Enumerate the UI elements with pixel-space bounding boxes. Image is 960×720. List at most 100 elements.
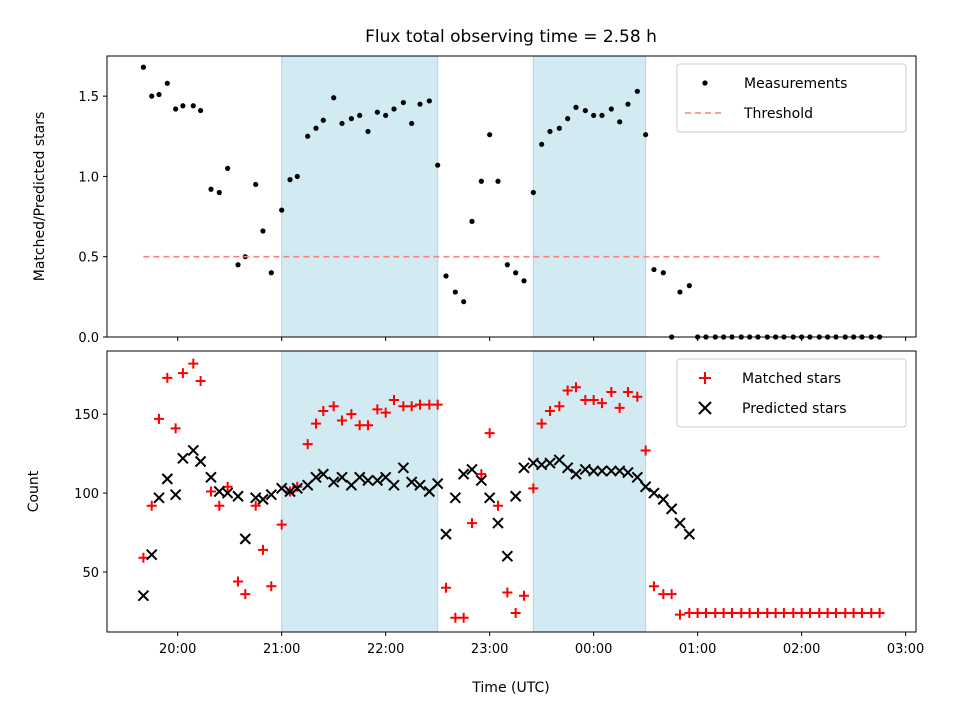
measurement-point [478,178,484,184]
observing-window-shade [281,55,439,338]
predicted-stars-point [639,481,652,493]
matched-stars-point [328,401,339,412]
x-tick-label: 21:00 [263,642,300,657]
measurement-point [305,133,311,139]
matched-stars-point [406,401,417,412]
measurement-point [565,116,571,122]
matched-stars-point [536,418,547,429]
matched-stars-point [640,445,651,456]
measurement-point [279,207,285,213]
legend-box [676,358,907,428]
matched-stars-point [502,587,513,598]
legend-measurement-swatch [702,80,708,86]
matched-stars-point [414,399,425,410]
predicted-stars-point [169,488,182,501]
measurement-point [216,189,222,196]
predicted-stars-point [544,457,556,469]
matched-stars-point [162,372,173,383]
matched-stars-point [146,500,157,511]
matched-stars-point [484,428,495,439]
measurement-point [582,107,588,114]
matched-stars-point [510,608,521,619]
bottom-panel: 50 100 150 20:00 21:00 22:00 23:00 00:00 01:00 02… [26,350,924,657]
matched-stars-point [432,399,443,410]
predicted-stars-point [187,444,200,457]
x-tick-label: 02:00 [783,642,820,657]
y-axis-label: Matched/Predicted stars [32,112,48,282]
matched-stars-point [874,608,885,619]
predicted-stars-point [388,479,400,491]
matched-stars-point [318,405,329,416]
predicted-stars-point [310,471,322,483]
measurement-point [268,270,274,276]
predicted-stars-point [622,466,634,479]
predicted-stars-point [405,476,418,488]
measurement-point [235,262,241,268]
measurement-point [140,64,146,70]
measurement-point [677,289,683,295]
matched-stars-point [153,413,164,424]
observing-window-shade [532,350,647,633]
predicted-stars-point [587,465,600,477]
matched-stars-point [205,486,216,497]
legend-label: Predicted stars [742,401,847,417]
matched-stars-point [830,608,841,619]
predicted-stars-point [161,473,174,485]
predicted-stars-point [336,471,348,483]
measurement-point [287,177,293,183]
predicted-stars-point [648,487,660,499]
predicted-stars-point [239,533,252,545]
y-tick-label: 50 [82,566,99,581]
axes-frame [106,350,917,633]
measurement-point [331,95,337,101]
matched-stars-point [778,608,789,619]
measurement-point [253,181,259,188]
matched-stars-point [562,385,573,396]
observing-window-shade [532,55,647,338]
measurement-point [190,103,196,109]
matched-stars-point [195,375,206,386]
predicted-stars-point [194,455,207,468]
legend: Measurements Threshold [676,63,907,133]
measurement-point [452,289,458,295]
legend-label: Matched stars [742,371,841,387]
measurement-point [156,91,162,98]
matched-stars-point [466,518,477,529]
measurement-point [391,106,397,112]
measurement-point [400,99,406,106]
legend-matched-swatch [699,372,711,384]
axes-frame [106,55,917,338]
predicted-stars-point [177,452,189,465]
matched-stars-point [240,589,251,600]
measurement-point [521,278,527,284]
measurement-point [374,109,380,115]
measurement-point [651,266,657,273]
top-panel: 0.0 0.5 1.0 1.5 Matched/Predicted stars Measu… [32,55,917,346]
x-tick-label: 22:00 [367,642,404,657]
measurement-point [225,165,231,171]
legend-predicted-swatch [698,401,712,415]
x-tick-label: 20:00 [159,642,196,657]
matched-stars-point [188,358,199,369]
matched-stars-point [554,401,565,412]
matched-stars-point [804,608,815,619]
y-tick-label: 150 [74,408,99,423]
measurement-point [504,262,510,268]
matched-stars-point [257,544,268,555]
measurement-point [173,106,179,112]
matched-stars-point [856,608,867,619]
legend-box [676,63,907,133]
matched-stars-point [458,612,469,623]
predicted-stars-point [431,477,444,490]
measurement-point [435,162,441,168]
matched-stars-point [363,420,374,431]
measurement-point [357,112,363,119]
y-tick-label: 1.5 [78,90,99,105]
measurement-point [513,270,519,276]
matched-stars-point [233,576,244,587]
matched-stars-point [346,409,357,420]
matched-stars-point [138,552,149,563]
measurement-point [686,283,692,289]
measurement-point [409,120,415,127]
matched-stars-point [492,500,503,511]
